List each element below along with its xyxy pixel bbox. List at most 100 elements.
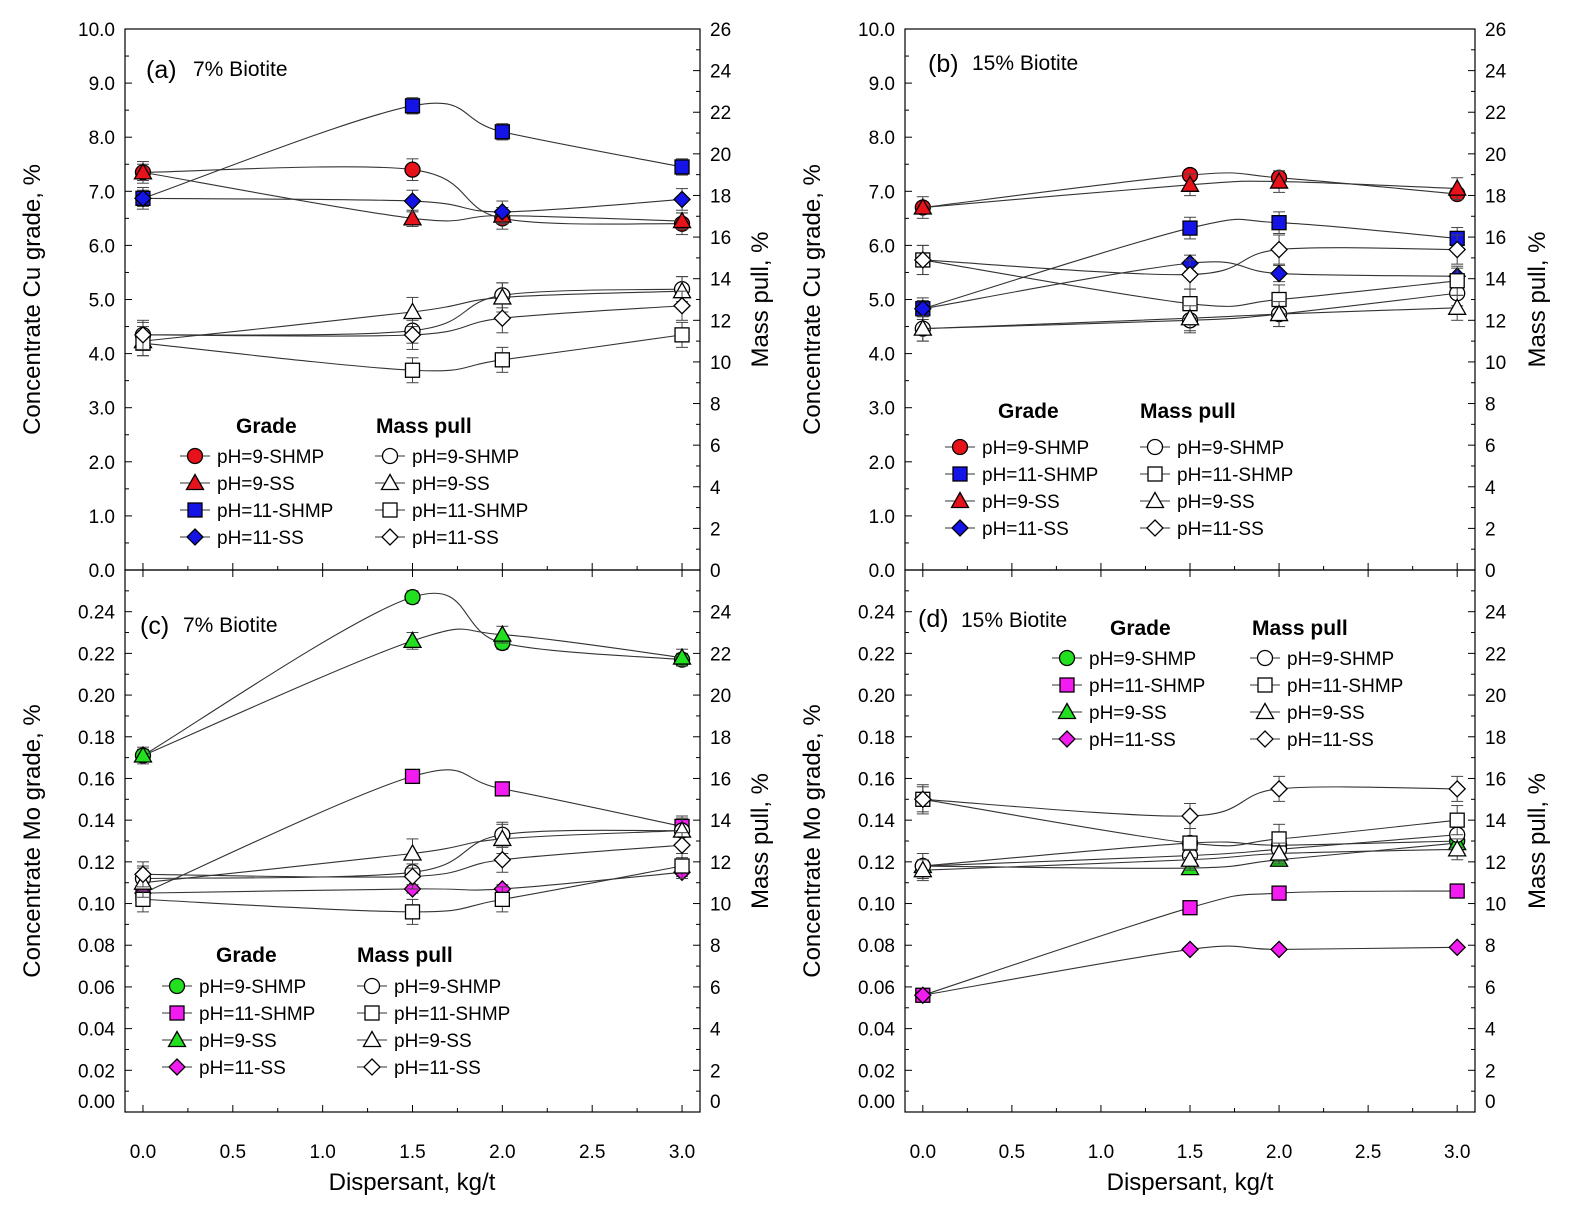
data-point [674, 159, 690, 175]
y2-tick-label: 24 [1485, 603, 1507, 624]
legend-item: pH=11-SHMP [1140, 465, 1293, 486]
legend-marker [1145, 491, 1165, 509]
series-line [922, 834, 1458, 867]
y2-tick-label: 0 [710, 1092, 721, 1113]
y2-tick-label: 26 [1485, 20, 1506, 41]
y2-tick-label: 10 [710, 353, 731, 374]
series-line [142, 592, 683, 757]
data-point [1181, 807, 1199, 825]
y2-tick-label: 22 [710, 644, 731, 665]
data-point [1449, 812, 1465, 828]
series-line [142, 171, 683, 222]
series-line [922, 218, 1458, 310]
y2-tick-label: 20 [1485, 686, 1506, 707]
y2-tick-label: 4 [1485, 478, 1496, 499]
series-line [142, 844, 683, 878]
series-mass-pH=11-SS [134, 290, 691, 350]
y-tick-label: 0.02 [78, 1061, 115, 1082]
data-point [672, 211, 692, 229]
legend-item: pH=9-SS [375, 473, 490, 495]
legend-item: pH=9-SHMP [375, 447, 519, 468]
series-line [142, 334, 683, 372]
data-point [672, 647, 692, 665]
legend-item: pH=9-SHMP [1250, 649, 1394, 670]
legend-marker [380, 473, 400, 491]
data-point [133, 162, 153, 180]
x-tick-label: 0.0 [130, 1142, 156, 1163]
y2-tick-label: 6 [710, 436, 721, 457]
y-tick-label: 0.18 [78, 728, 115, 749]
data-point [404, 588, 421, 606]
legend-item: pH=9-SHMP [357, 977, 501, 998]
x-tick-label: 0.0 [910, 1142, 936, 1163]
legend-marker [1058, 649, 1076, 667]
data-point [1270, 264, 1288, 283]
series-line [142, 628, 683, 757]
series-mass-pH=11-SS [913, 234, 1467, 290]
data-point [1448, 779, 1467, 798]
series-line [142, 288, 683, 336]
legend-marker [1146, 519, 1164, 537]
y2-tick-label: 26 [710, 20, 731, 41]
y2-tick-label: 6 [1485, 978, 1496, 999]
series-mass-pH=11-SS [134, 832, 691, 890]
legend-item: pH=11-SHMP [1250, 676, 1403, 697]
data-point [1269, 171, 1289, 189]
x-tick-label: 1.0 [309, 1142, 335, 1163]
data-point [1271, 215, 1287, 231]
data-point [492, 829, 512, 847]
series-line [142, 197, 683, 213]
y-axis-label: Concentrate Cu grade, % [19, 164, 46, 435]
y2-tick-label: 22 [1485, 644, 1506, 665]
data-point [134, 325, 152, 344]
panel-tag: (c) [140, 612, 169, 640]
series-mass-pH=9-SS [133, 815, 692, 898]
data-point [493, 202, 512, 221]
data-point [1269, 304, 1289, 322]
legend-marker [1146, 438, 1164, 456]
series-line [922, 261, 1458, 310]
data-point [673, 296, 691, 315]
y2-tick-label: 18 [1485, 728, 1506, 749]
data-point [1448, 240, 1467, 259]
legend-marker [362, 1030, 382, 1048]
y2-tick-label: 20 [710, 686, 731, 707]
legend-label: pH=9-SHMP [1177, 438, 1284, 459]
panel-title: 7% Biotite [193, 58, 288, 81]
legend-item: pH=9-SHMP [162, 977, 306, 998]
legend-item: pH=9-SS [945, 491, 1060, 513]
legend-marker [1147, 466, 1163, 482]
y2-tick-label: 14 [1485, 270, 1507, 291]
legend-label: pH=11-SHMP [217, 501, 333, 522]
y-tick-label: 0.16 [858, 769, 895, 790]
y2-tick-label: 14 [710, 811, 732, 832]
legend-marker [950, 491, 970, 509]
y-tick-label: 0.04 [858, 1020, 895, 1041]
data-point [493, 850, 512, 869]
legend-label: pH=9-SHMP [1089, 649, 1196, 670]
legend-item: pH=9-SHMP [1140, 438, 1284, 459]
series-line [142, 865, 683, 913]
series-line [922, 890, 1458, 996]
y2-tick-label: 8 [1485, 395, 1496, 416]
series-line [142, 830, 683, 884]
legend-label: pH=11-SS [217, 528, 304, 549]
legend-marker [952, 466, 968, 482]
panel-tag: (b) [928, 50, 959, 78]
series-line [142, 290, 683, 342]
y-tick-label: 0.08 [78, 936, 115, 957]
x-tick-label: 0.5 [999, 1142, 1025, 1163]
legend-label: pH=11-SHMP [1089, 676, 1205, 697]
series-grade-pH=11-SS [913, 938, 1467, 1005]
y2-tick-label: 12 [1485, 853, 1506, 874]
y2-tick-label: 20 [1485, 145, 1506, 166]
legend-marker [364, 1005, 380, 1021]
data-point [403, 192, 422, 210]
legend-label: pH=11-SS [982, 519, 1069, 540]
legend-marker [951, 438, 969, 456]
x-tick-label: 2.0 [489, 1142, 515, 1163]
legend-header-grade: Grade [236, 415, 297, 438]
y-tick-label: 0.06 [858, 978, 895, 999]
y2-tick-label: 16 [1485, 228, 1506, 249]
legend-label: pH=9-SS [217, 474, 295, 495]
